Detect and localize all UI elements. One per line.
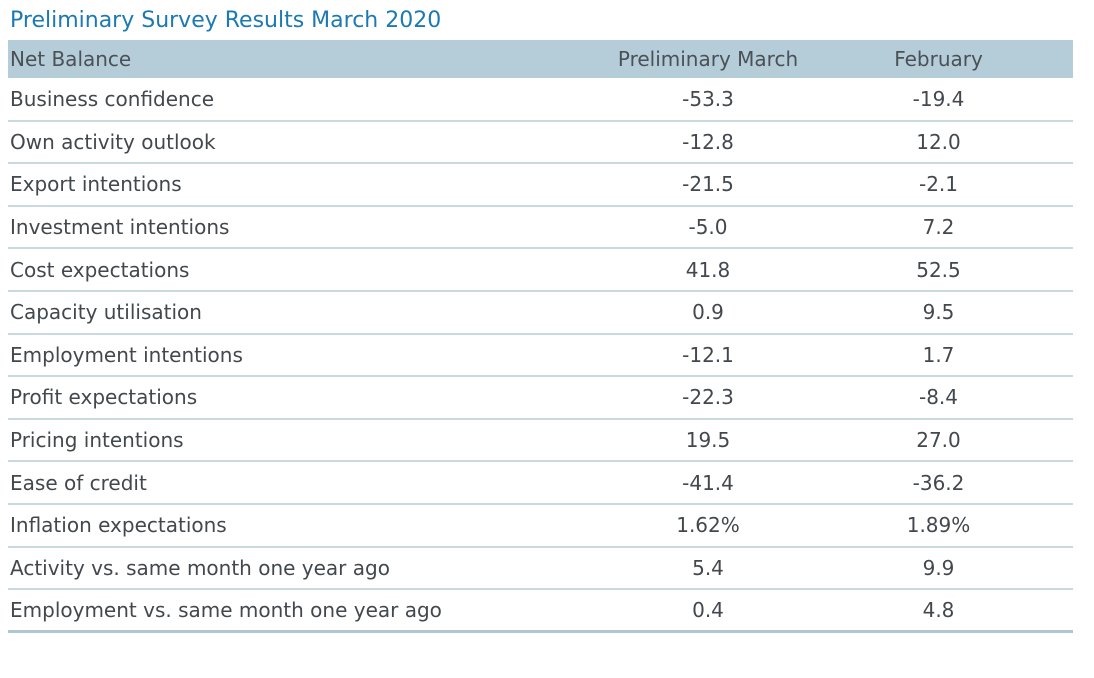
- february-value-cell: 9.9: [922, 555, 955, 580]
- february-value-cell: 52.5: [916, 257, 961, 282]
- header-spacer-cell: [1029, 40, 1073, 78]
- march-value-cell: -53.3: [682, 86, 734, 111]
- february-value-cell: -8.4: [918, 385, 959, 410]
- february-value-cell: 4.8: [922, 598, 955, 623]
- february-value-cell: 27.0: [916, 428, 961, 453]
- row-spacer-cell: [1029, 376, 1073, 419]
- row-spacer-cell: [1029, 248, 1073, 291]
- row-spacer-cell: [1029, 78, 1073, 121]
- march-value-cell: 41.8: [685, 257, 731, 282]
- february-value-cell: 9.5: [922, 300, 955, 325]
- march-value-cell: 0.9: [692, 300, 724, 325]
- page-title: Preliminary Survey Results March 2020: [10, 8, 442, 33]
- row-label-cell: Own activity outlook: [10, 129, 216, 154]
- march-value-cell: -22.3: [682, 385, 734, 410]
- row-label-cell: Cost expectations: [10, 257, 190, 282]
- table-row: Pricing intentions 19.5 27.0: [8, 419, 1073, 462]
- table-row: Inflation expectations 1.62% 1.89%: [8, 504, 1073, 547]
- table-row: Employment intentions -12.1 1.7: [8, 334, 1073, 377]
- table-row: Ease of credit -41.4 -36.2: [8, 461, 1073, 504]
- row-spacer-cell: [1029, 589, 1073, 632]
- march-value-cell: -5.0: [688, 215, 728, 240]
- row-spacer-cell: [1029, 461, 1073, 504]
- row-spacer-cell: [1029, 206, 1073, 249]
- row-spacer-cell: [1029, 419, 1073, 462]
- table-row: Employment vs. same month one year ago 0.…: [8, 589, 1073, 632]
- header-preliminary-march: Preliminary March: [617, 47, 799, 71]
- row-label-cell: Inflation expectations: [10, 513, 227, 538]
- table-row: Capacity utilisation 0.9 9.5: [8, 291, 1073, 334]
- march-value-cell: -21.5: [682, 172, 734, 197]
- march-value-cell: -12.8: [682, 129, 734, 154]
- march-value-cell: -12.1: [682, 342, 734, 367]
- february-value-cell: -19.4: [912, 86, 965, 111]
- table-row: Business confidence -53.3 -19.4: [8, 78, 1073, 121]
- table-row: Investment intentions -5.0 7.2: [8, 206, 1073, 249]
- row-spacer-cell: [1029, 121, 1073, 164]
- march-value-cell: 1.62%: [676, 513, 740, 538]
- march-value-cell: 5.4: [692, 555, 724, 580]
- march-value-cell: 19.5: [685, 428, 731, 453]
- row-label-cell: Employment intentions: [10, 342, 243, 367]
- row-spacer-cell: [1029, 504, 1073, 547]
- row-label-cell: Investment intentions: [10, 215, 230, 240]
- survey-results-table: Net Balance Preliminary March February B…: [8, 40, 1073, 633]
- row-spacer-cell: [1029, 163, 1073, 206]
- february-value-cell: -2.1: [918, 172, 959, 197]
- february-value-cell: 7.2: [922, 215, 955, 240]
- row-label-cell: Export intentions: [10, 172, 182, 197]
- march-value-cell: -41.4: [682, 470, 734, 495]
- row-label-cell: Business confidence: [10, 86, 215, 111]
- table-row: Export intentions -21.5 -2.1: [8, 163, 1073, 206]
- row-label-cell: Capacity utilisation: [10, 300, 202, 325]
- table-header: Net Balance Preliminary March February: [8, 40, 1073, 78]
- row-label-cell: Activity vs. same month one year ago: [10, 555, 390, 580]
- february-value-cell: 12.0: [916, 129, 961, 154]
- table-row: Activity vs. same month one year ago 5.4 9…: [8, 547, 1073, 590]
- row-label-cell: Employment vs. same month one year ago: [10, 598, 442, 623]
- row-spacer-cell: [1029, 334, 1073, 377]
- header-february: February: [894, 47, 983, 71]
- row-label-cell: Ease of credit: [10, 470, 147, 495]
- header-net-balance: Net Balance: [10, 47, 132, 71]
- february-value-cell: -36.2: [912, 470, 965, 495]
- row-spacer-cell: [1029, 547, 1073, 590]
- table-row: Own activity outlook -12.8 12.0: [8, 121, 1073, 164]
- table-row: Profit expectations -22.3 -8.4: [8, 376, 1073, 419]
- row-label-cell: Pricing intentions: [10, 428, 184, 453]
- row-label-cell: Profit expectations: [10, 385, 198, 410]
- february-value-cell: 1.7: [922, 342, 955, 367]
- header-row: Net Balance Preliminary March February: [8, 40, 1073, 78]
- row-spacer-cell: [1029, 291, 1073, 334]
- march-value-cell: 0.4: [692, 598, 724, 623]
- table-row: Cost expectations 41.8 52.5: [8, 248, 1073, 291]
- february-value-cell: 1.89%: [906, 513, 971, 538]
- table-body: Business confidence -53.3 -19.4 Own activit…: [8, 78, 1073, 632]
